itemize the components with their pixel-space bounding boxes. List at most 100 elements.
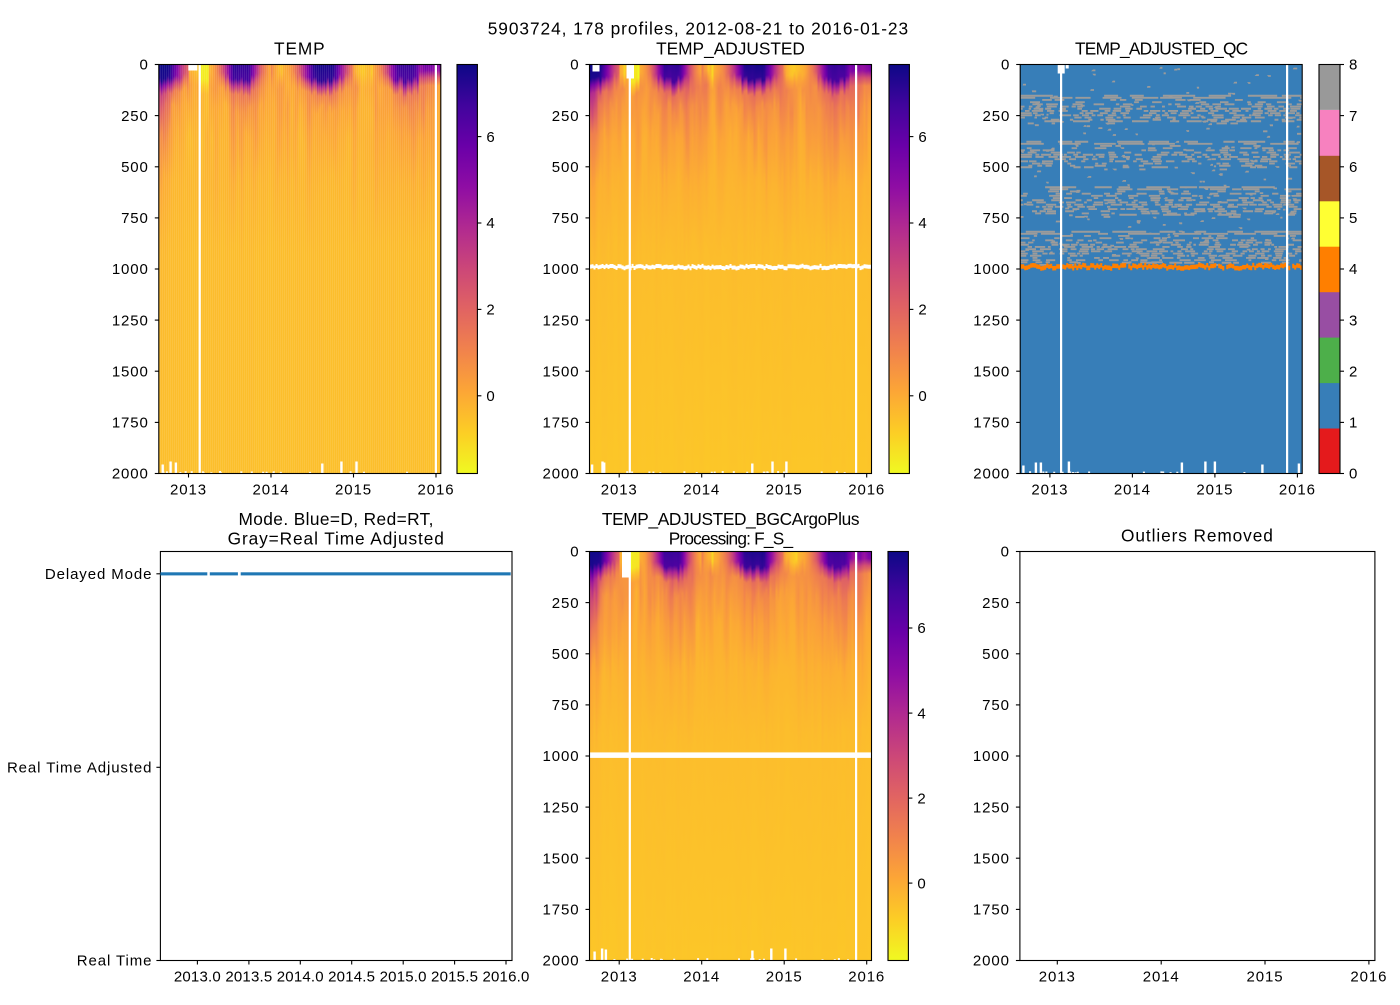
svg-text:2: 2 [486, 302, 495, 319]
svg-text:0: 0 [570, 57, 579, 74]
svg-text:1250: 1250 [543, 312, 580, 329]
svg-text:500: 500 [982, 646, 1010, 663]
svg-text:750: 750 [982, 210, 1010, 227]
svg-text:5: 5 [1349, 210, 1358, 227]
svg-text:2016: 2016 [848, 969, 885, 986]
svg-text:Processing: F_S_: Processing: F_S_ [669, 529, 794, 549]
svg-text:0: 0 [917, 875, 926, 892]
svg-text:1250: 1250 [973, 312, 1010, 329]
svg-text:500: 500 [982, 159, 1010, 176]
svg-text:2016: 2016 [1279, 482, 1316, 499]
svg-text:3: 3 [1349, 312, 1358, 329]
svg-text:500: 500 [121, 159, 149, 176]
svg-text:1750: 1750 [973, 415, 1010, 432]
svg-text:2000: 2000 [543, 466, 580, 483]
svg-text:2015: 2015 [766, 482, 803, 499]
svg-text:1750: 1750 [543, 902, 580, 919]
svg-text:2013.5: 2013.5 [225, 969, 272, 986]
svg-text:4: 4 [1349, 261, 1358, 278]
svg-text:2013: 2013 [601, 482, 638, 499]
svg-text:Mode. Blue=D, Red=RT,: Mode. Blue=D, Red=RT, [238, 509, 433, 529]
svg-text:1250: 1250 [112, 312, 149, 329]
svg-text:2014: 2014 [683, 969, 720, 986]
svg-text:5903724, 178 profiles, 2012-08: 5903724, 178 profiles, 2012-08-21 to 201… [488, 18, 909, 38]
svg-text:6: 6 [1349, 159, 1358, 176]
svg-text:1750: 1750 [543, 415, 580, 432]
svg-text:6: 6 [918, 129, 927, 146]
svg-text:0: 0 [918, 388, 927, 405]
svg-text:8: 8 [1349, 57, 1358, 74]
svg-text:2013: 2013 [601, 969, 638, 986]
svg-text:2016: 2016 [418, 482, 455, 499]
svg-text:4: 4 [486, 215, 495, 232]
svg-text:1500: 1500 [112, 363, 149, 380]
svg-text:2013: 2013 [170, 482, 207, 499]
svg-text:1000: 1000 [112, 261, 149, 278]
svg-text:1000: 1000 [543, 261, 580, 278]
svg-text:2016.0: 2016.0 [482, 969, 529, 986]
svg-text:0: 0 [140, 57, 149, 74]
svg-text:2014: 2014 [683, 482, 720, 499]
svg-text:500: 500 [552, 646, 580, 663]
svg-text:2000: 2000 [543, 953, 580, 970]
svg-text:2015: 2015 [766, 969, 803, 986]
svg-text:1000: 1000 [973, 261, 1010, 278]
svg-text:Real Time: Real Time [77, 953, 153, 970]
svg-text:2013: 2013 [1031, 482, 1068, 499]
svg-text:750: 750 [552, 210, 580, 227]
svg-text:750: 750 [121, 210, 149, 227]
svg-text:1: 1 [1349, 415, 1358, 432]
svg-text:6: 6 [486, 129, 495, 146]
svg-text:2015.5: 2015.5 [431, 969, 478, 986]
svg-text:2015: 2015 [1247, 969, 1284, 986]
svg-text:2000: 2000 [973, 466, 1010, 483]
svg-text:TEMP_ADJUSTED_QC: TEMP_ADJUSTED_QC [1075, 39, 1248, 59]
svg-text:0: 0 [1001, 544, 1010, 561]
svg-text:0: 0 [570, 544, 579, 561]
svg-text:2015: 2015 [1196, 482, 1233, 499]
svg-text:0: 0 [486, 388, 495, 405]
svg-text:250: 250 [982, 595, 1010, 612]
svg-text:Real Time Adjusted: Real Time Adjusted [7, 760, 152, 777]
svg-text:TEMP: TEMP [274, 39, 326, 59]
svg-text:2000: 2000 [973, 953, 1010, 970]
svg-text:1750: 1750 [973, 902, 1010, 919]
svg-text:7: 7 [1349, 108, 1358, 125]
svg-text:TEMP_ADJUSTED_BGCArgoPlus: TEMP_ADJUSTED_BGCArgoPlus [602, 509, 860, 529]
svg-text:1500: 1500 [973, 363, 1010, 380]
svg-text:2014: 2014 [253, 482, 290, 499]
svg-text:1250: 1250 [973, 799, 1010, 816]
svg-text:250: 250 [121, 108, 149, 125]
svg-text:2015.0: 2015.0 [380, 969, 427, 986]
svg-text:1500: 1500 [973, 851, 1010, 868]
svg-text:2013.0: 2013.0 [174, 969, 221, 986]
svg-text:1000: 1000 [543, 748, 580, 765]
svg-text:4: 4 [917, 705, 926, 722]
svg-text:500: 500 [552, 159, 580, 176]
svg-text:2014: 2014 [1114, 482, 1151, 499]
svg-text:1500: 1500 [543, 363, 580, 380]
svg-text:1250: 1250 [543, 799, 580, 816]
svg-text:2014.0: 2014.0 [277, 969, 324, 986]
svg-text:TEMP_ADJUSTED: TEMP_ADJUSTED [656, 39, 805, 59]
svg-text:2: 2 [1349, 363, 1358, 380]
svg-text:0: 0 [1001, 57, 1010, 74]
svg-text:2016: 2016 [848, 482, 885, 499]
svg-text:1500: 1500 [543, 851, 580, 868]
svg-text:750: 750 [552, 697, 580, 714]
svg-text:2014.5: 2014.5 [328, 969, 375, 986]
svg-text:250: 250 [552, 108, 580, 125]
svg-text:1750: 1750 [112, 415, 149, 432]
svg-text:250: 250 [552, 595, 580, 612]
svg-text:2000: 2000 [112, 466, 149, 483]
svg-text:250: 250 [982, 108, 1010, 125]
svg-text:0: 0 [1349, 466, 1358, 483]
svg-text:2: 2 [917, 790, 926, 807]
svg-text:Outliers Removed: Outliers Removed [1121, 526, 1274, 546]
svg-text:2016: 2016 [1350, 969, 1387, 986]
svg-text:2015: 2015 [335, 482, 372, 499]
svg-text:2: 2 [918, 302, 927, 319]
svg-text:Gray=Real Time Adjusted: Gray=Real Time Adjusted [228, 529, 445, 549]
svg-text:1000: 1000 [973, 748, 1010, 765]
svg-text:Delayed Mode: Delayed Mode [45, 566, 153, 583]
